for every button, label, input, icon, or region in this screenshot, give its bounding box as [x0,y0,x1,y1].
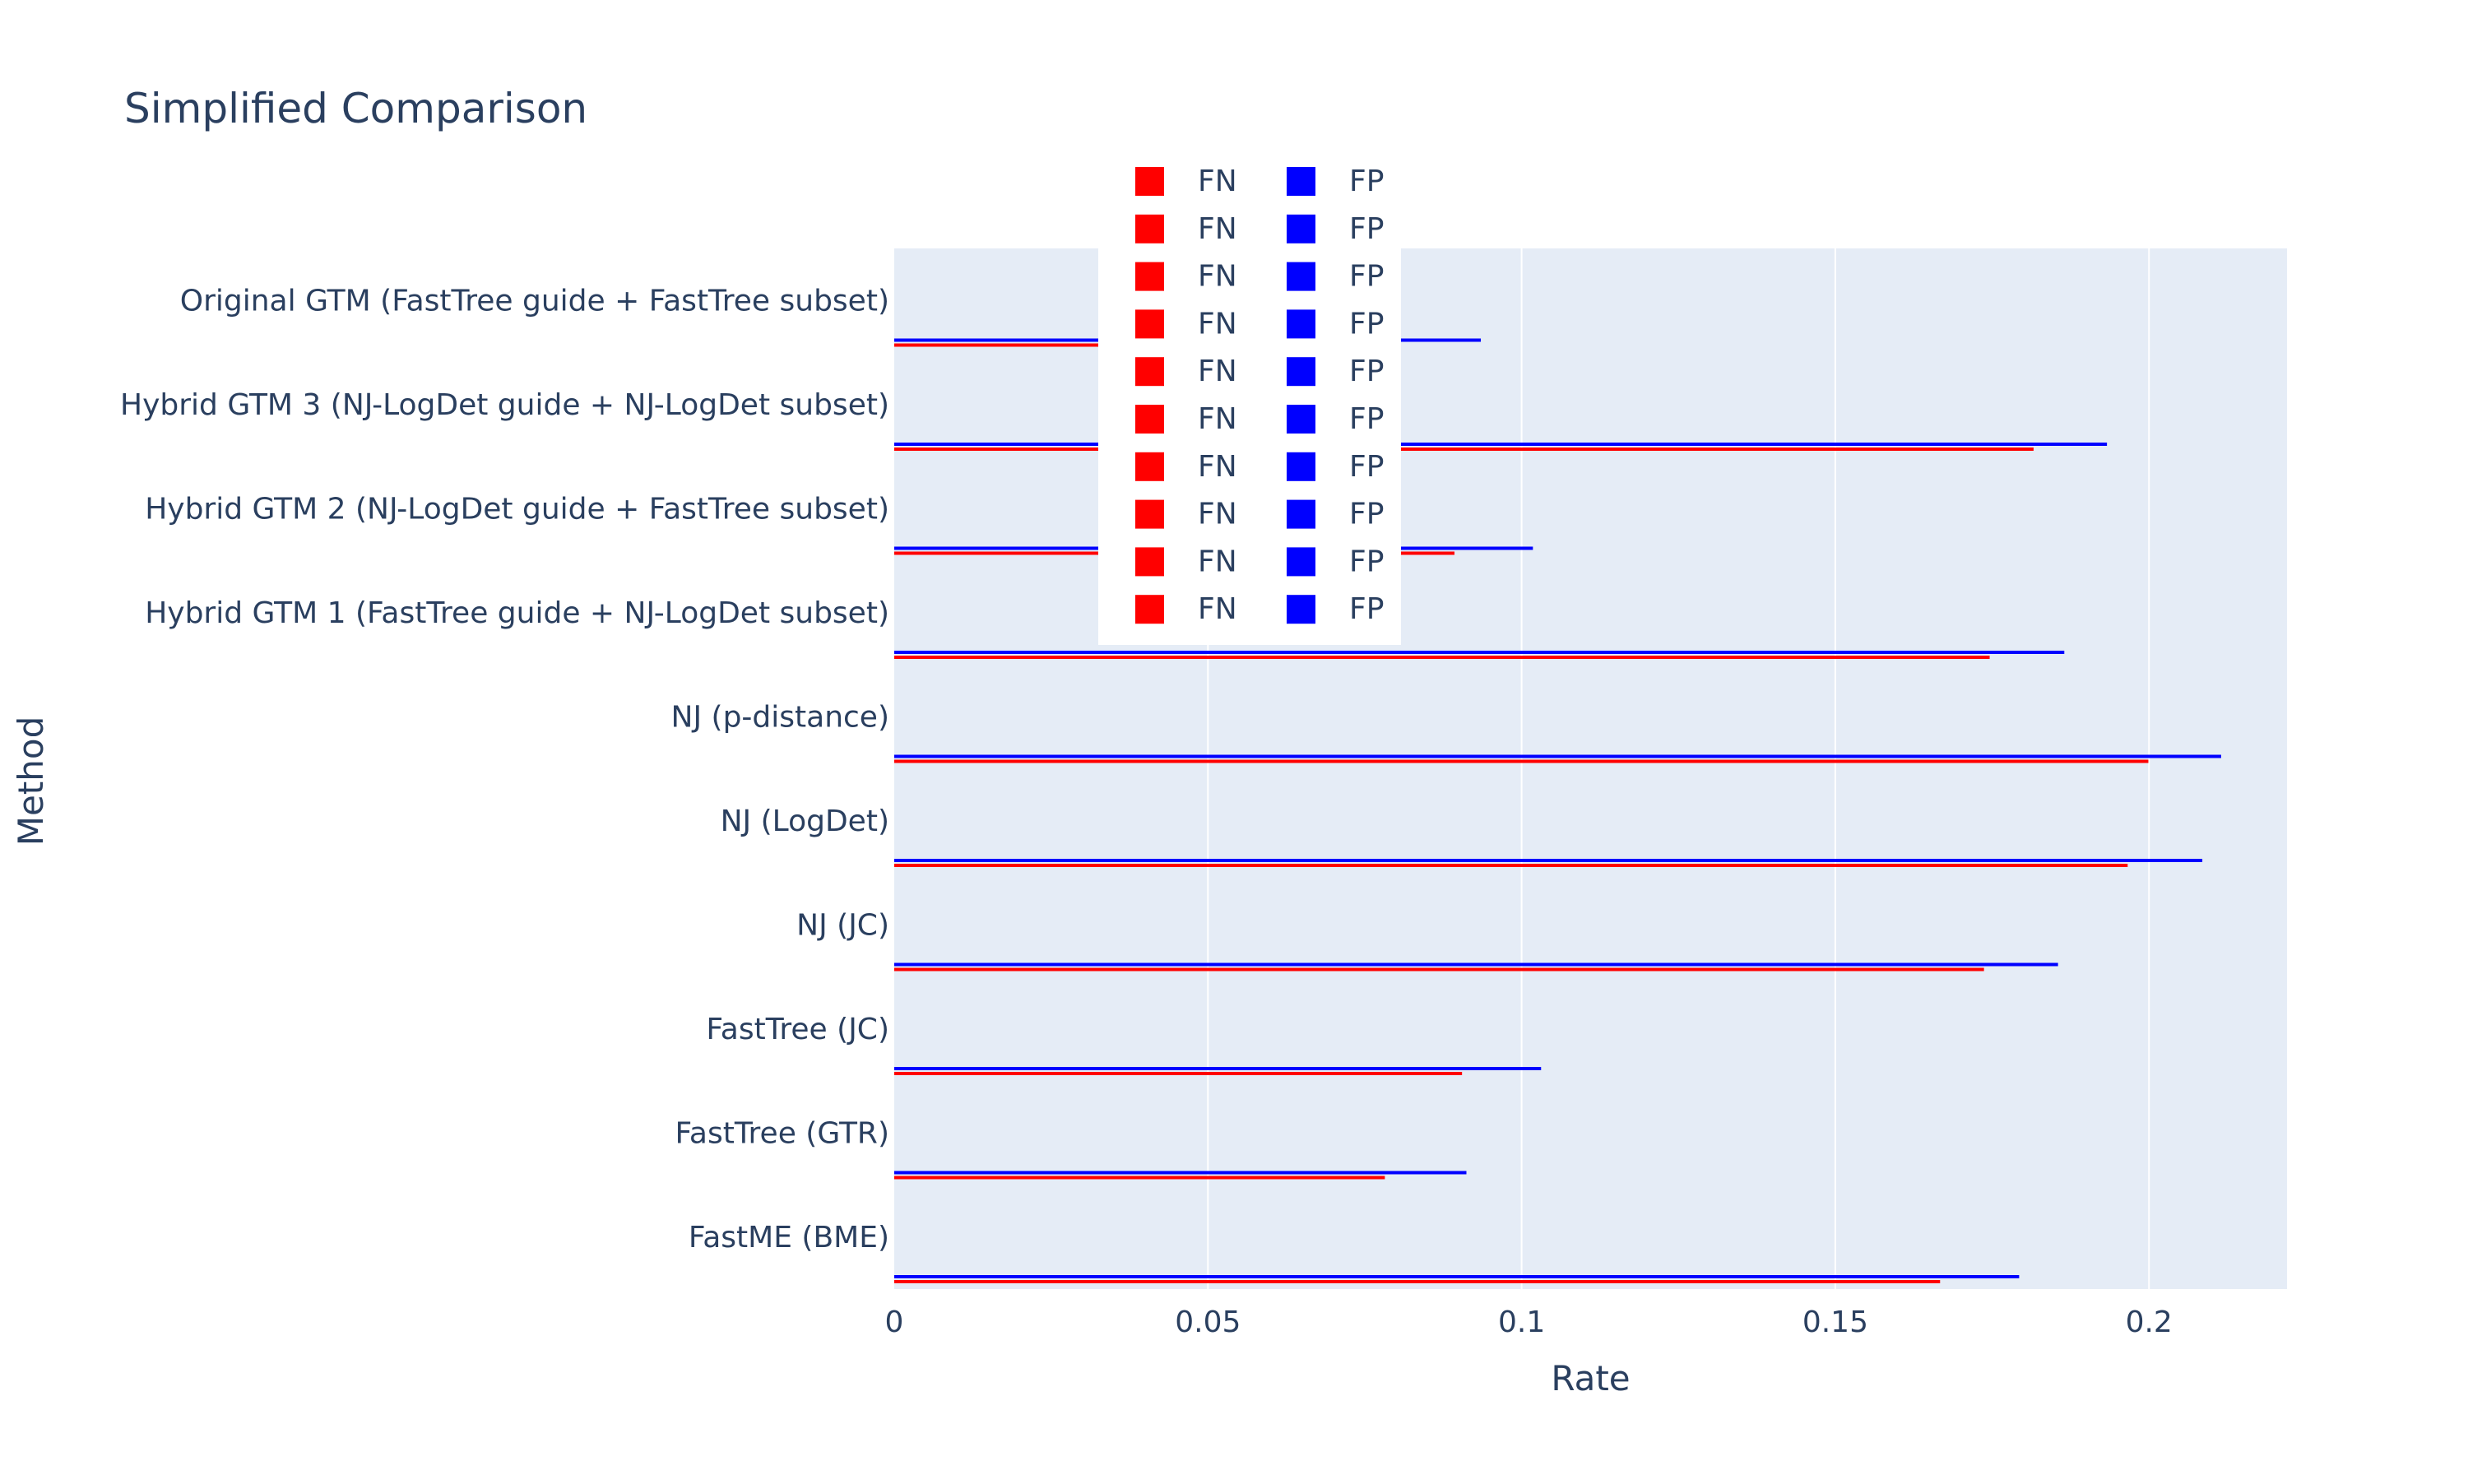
y-tick-labels: FastME (BME) FastTree (GTR) FastTree (JC) N… [120,284,889,1254]
legend-swatch-fn[interactable] [1135,405,1164,434]
y-tick-label: FastTree (GTR) [675,1116,890,1150]
bar-fn[interactable] [894,1072,1463,1075]
y-tick-label: FastTree (JC) [706,1013,889,1046]
legend-swatch-fp[interactable] [1287,167,1315,196]
legend-label-fp[interactable]: FP [1349,165,1384,198]
legend-label-fp[interactable]: FP [1349,402,1384,436]
legend-label-fn[interactable]: FN [1198,545,1237,578]
bar-fn[interactable] [894,967,1984,972]
x-tick-label: 0.2 [2126,1305,2173,1339]
legend[interactable]: FN FN FN FN FN FN FN FN FN FN FP FP FP FP FP FP FP FP FP FP [1098,153,1401,645]
legend-label-fp[interactable]: FP [1349,450,1384,484]
legend-label-fp[interactable]: FP [1349,307,1384,341]
legend-swatch-fn[interactable] [1135,595,1164,624]
bar-fn[interactable] [894,1176,1385,1180]
bar-fn[interactable] [894,1280,1941,1283]
bar-fp[interactable] [894,962,2058,967]
bar-fp[interactable] [894,443,2108,446]
y-tick-label: Hybrid GTM 1 (FastTree guide + NJ-LogDet… [145,596,889,630]
bar-fn[interactable] [894,864,2128,867]
legend-label-fp[interactable]: FP [1349,260,1384,294]
legend-label-fp[interactable]: FP [1349,212,1384,246]
legend-swatch-fn[interactable] [1135,499,1164,529]
legend-label-fn[interactable]: FN [1198,165,1237,198]
x-tick-label: 0.1 [1498,1305,1545,1339]
bar-fp[interactable] [894,651,2065,654]
legend-label-fp[interactable]: FP [1349,355,1384,388]
legend-swatch-fn[interactable] [1135,262,1164,291]
x-axis-title: Rate [1551,1358,1630,1398]
bar-fp[interactable] [894,859,2203,862]
legend-label-fn[interactable]: FN [1198,592,1237,626]
legend-label-fn[interactable]: FN [1198,450,1237,484]
legend-label-fn[interactable]: FN [1198,402,1237,436]
legend-swatch-fp[interactable] [1287,214,1315,243]
bar-fp[interactable] [894,1067,1542,1070]
y-axis-title: Method [11,716,51,846]
legend-label-fp[interactable]: FP [1349,498,1384,531]
legend-swatch-fp[interactable] [1287,405,1315,434]
legend-label-fn[interactable]: FN [1198,212,1237,246]
legend-label-fn[interactable]: FN [1198,498,1237,531]
legend-label-fp[interactable]: FP [1349,592,1384,626]
legend-swatch-fn[interactable] [1135,167,1164,196]
y-tick-label: FastME (BME) [689,1221,889,1254]
legend-swatch-fp[interactable] [1287,499,1315,529]
x-tick-label: 0.15 [1802,1305,1868,1339]
legend-swatch-fp[interactable] [1287,357,1315,387]
y-tick-label: NJ (JC) [796,908,889,942]
bar-fp[interactable] [894,754,2221,758]
legend-swatch-fp[interactable] [1287,262,1315,291]
legend-swatch-fp[interactable] [1287,547,1315,577]
legend-swatch-fp[interactable] [1287,595,1315,624]
legend-swatch-fn[interactable] [1135,357,1164,387]
legend-swatch-fn[interactable] [1135,547,1164,577]
chart-title: Simplified Comparison [124,85,587,132]
x-tick-labels: 0 0.05 0.1 0.15 0.2 [885,1305,2173,1339]
bar-fp[interactable] [894,1275,2020,1278]
y-tick-label: NJ (p-distance) [671,700,889,734]
y-tick-label: NJ (LogDet) [721,805,889,838]
legend-swatch-fp[interactable] [1287,309,1315,339]
legend-swatch-fp[interactable] [1287,452,1315,481]
legend-swatch-fn[interactable] [1135,309,1164,339]
x-tick-label: 0.05 [1175,1305,1241,1339]
bar-fn[interactable] [894,759,2149,763]
legend-swatch-fn[interactable] [1135,214,1164,243]
bar-fn[interactable] [894,656,1990,659]
y-tick-label: Original GTM (FastTree guide + FastTree … [180,284,889,318]
legend-label-fp[interactable]: FP [1349,545,1384,578]
legend-swatch-fn[interactable] [1135,452,1164,481]
bar-fn[interactable] [894,448,2034,451]
legend-label-fn[interactable]: FN [1198,307,1237,341]
x-tick-label: 0 [885,1305,904,1339]
bar-fp[interactable] [894,1171,1467,1175]
legend-label-fn[interactable]: FN [1198,355,1237,388]
y-tick-label: Hybrid GTM 2 (NJ-LogDet guide + FastTree… [145,492,889,526]
legend-label-fn[interactable]: FN [1198,260,1237,294]
y-tick-label: Hybrid GTM 3 (NJ-LogDet guide + NJ-LogDe… [120,388,889,422]
